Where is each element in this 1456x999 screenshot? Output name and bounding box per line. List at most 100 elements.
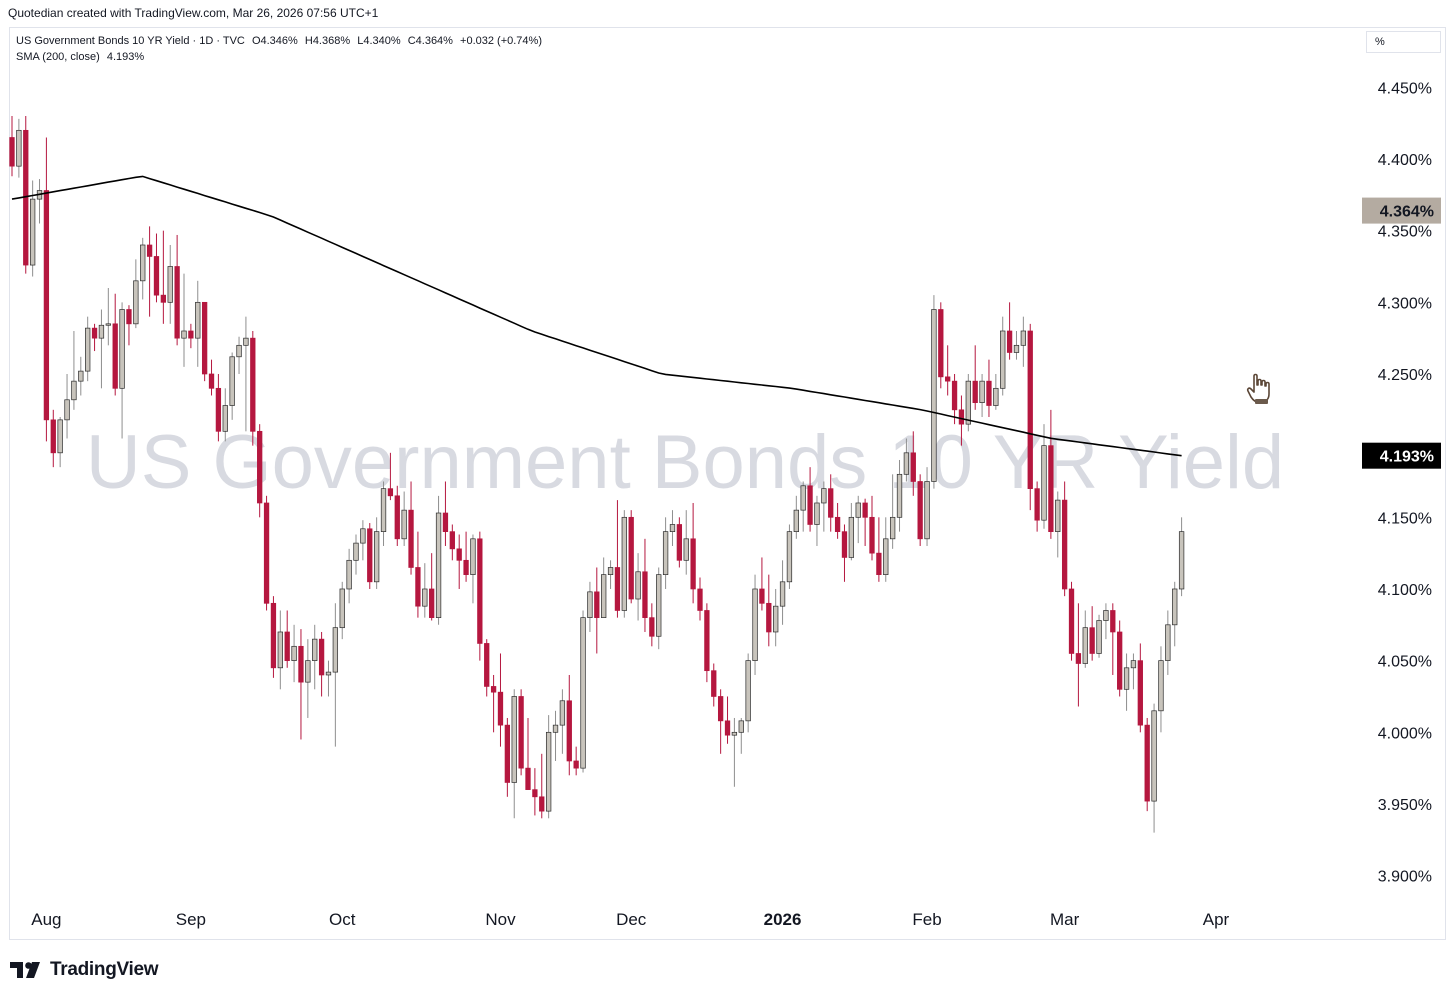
candle	[36, 179, 43, 224]
candle-body	[621, 516, 627, 611]
candle	[1144, 717, 1150, 812]
x-tick-label: Nov	[485, 910, 516, 929]
candle	[229, 352, 235, 420]
candle	[484, 639, 490, 697]
candle	[23, 115, 29, 274]
candle	[415, 531, 421, 618]
candle	[793, 495, 799, 539]
candle-body	[1055, 499, 1061, 532]
candle	[649, 603, 655, 647]
candle-body	[394, 495, 400, 540]
candle	[291, 624, 297, 683]
candle	[298, 629, 304, 740]
candle	[1048, 409, 1054, 539]
candle	[119, 302, 125, 439]
legend-sma-label[interactable]: SMA (200, close)	[16, 51, 100, 63]
candle	[312, 624, 318, 690]
candle	[201, 301, 208, 382]
candle-body	[972, 380, 978, 404]
candle-body	[738, 720, 744, 733]
y-tick-label: 4.250%	[1378, 367, 1432, 384]
candle-body	[552, 724, 559, 733]
candle-body	[697, 588, 703, 611]
legend-open: O4.346%	[251, 35, 298, 47]
candle-body	[91, 327, 98, 339]
candle-body	[607, 567, 614, 575]
candle	[1082, 610, 1088, 668]
candle-body	[367, 528, 373, 583]
candle-body	[1013, 344, 1020, 353]
candle	[1041, 424, 1047, 529]
candle	[779, 560, 786, 625]
candle	[697, 577, 703, 621]
candle	[518, 689, 524, 776]
candle	[979, 373, 985, 417]
candle-body	[490, 686, 497, 693]
candle-body	[841, 531, 848, 558]
tradingview-brand-text: TradingView	[50, 959, 159, 980]
candle	[71, 330, 77, 410]
candle-body	[690, 538, 696, 590]
candle	[711, 663, 717, 707]
candle-body	[497, 691, 504, 726]
candle	[752, 574, 758, 675]
legend-symbol[interactable]: US Government Bonds 10 YR Yield · 1D · T…	[16, 35, 245, 47]
candle-body	[353, 542, 359, 561]
candle	[1089, 606, 1095, 661]
candle	[140, 237, 146, 300]
candle-body	[1110, 610, 1116, 633]
candle-body	[318, 638, 325, 676]
chart-frame	[9, 27, 1446, 940]
candle	[429, 553, 435, 621]
candle	[50, 409, 56, 468]
candle	[669, 510, 676, 546]
candle-body	[786, 531, 793, 583]
candle	[917, 474, 923, 546]
candle	[1117, 620, 1123, 697]
candle-body	[408, 509, 414, 568]
candle	[945, 345, 951, 396]
candle-body	[305, 660, 311, 683]
candle-body	[986, 380, 992, 406]
tradingview-logo[interactable]: TradingView	[10, 958, 159, 982]
candle-body	[429, 588, 435, 618]
candle-body	[773, 605, 779, 633]
candle	[580, 610, 586, 773]
percent-scale-toggle[interactable]: %	[1366, 31, 1441, 53]
candle-body	[298, 645, 304, 683]
legend-sma-row: SMA (200, close) 4.193%	[16, 49, 546, 65]
candle	[408, 481, 414, 575]
candle	[958, 395, 965, 446]
candle	[869, 495, 875, 561]
candle-body	[745, 660, 751, 722]
candle-body	[250, 337, 256, 432]
candle-body	[731, 731, 738, 736]
candle	[449, 524, 455, 561]
candle-body	[112, 323, 118, 389]
candle-body	[1027, 330, 1033, 489]
candle-body	[683, 538, 689, 561]
candle-body	[931, 309, 937, 482]
candle-body	[222, 405, 228, 432]
candle-body	[181, 330, 187, 339]
candle-body	[119, 309, 125, 389]
candle-body	[862, 502, 868, 518]
candle-body	[64, 399, 70, 421]
candle-body	[1130, 660, 1137, 669]
candle	[814, 495, 820, 546]
x-tick-label: Apr	[1203, 910, 1230, 929]
candle	[532, 768, 538, 816]
chart-credit: Quotedian created with TradingView.com, …	[8, 6, 379, 20]
candle-body	[57, 419, 63, 454]
x-tick-label: Aug	[31, 910, 61, 929]
candle	[64, 373, 70, 439]
candle-body	[339, 588, 345, 629]
svg-text:4.364%: 4.364%	[1380, 204, 1434, 221]
candle-body	[126, 309, 132, 325]
candle-body	[133, 280, 139, 325]
candle	[1103, 603, 1109, 640]
legend-low: L4.340%	[357, 35, 401, 47]
candle	[676, 517, 683, 568]
candle	[841, 524, 848, 582]
